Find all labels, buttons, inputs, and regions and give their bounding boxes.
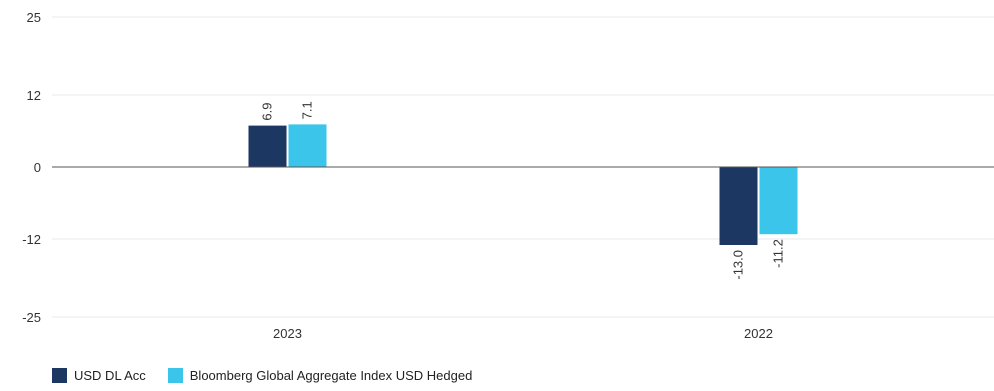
bars bbox=[248, 124, 798, 245]
bar-2022-series-2 bbox=[759, 167, 798, 235]
legend-label-series-2: Bloomberg Global Aggregate Index USD Hed… bbox=[189, 368, 473, 383]
legend-label-series-1: USD DL Acc bbox=[74, 368, 146, 383]
legend-item-series-1: USD DL Acc bbox=[52, 368, 146, 383]
x-tick-label: 2022 bbox=[744, 326, 773, 341]
x-tick-label: 2023 bbox=[273, 326, 302, 341]
y-tick-label: 0 bbox=[34, 160, 41, 175]
legend-swatch-series-1 bbox=[52, 368, 67, 383]
bar-2023-series-2 bbox=[288, 124, 327, 167]
bar-2023-series-1 bbox=[248, 125, 287, 167]
y-tick-label: -12 bbox=[22, 232, 41, 247]
data-label: 6.9 bbox=[260, 103, 275, 121]
data-labels: 6.9 7.1 -13.0 -11.2 bbox=[260, 101, 786, 279]
bar-2022-series-1 bbox=[719, 167, 758, 245]
y-tick-label: 25 bbox=[27, 10, 41, 25]
data-label: 7.1 bbox=[300, 101, 315, 119]
y-tick-label: 12 bbox=[27, 88, 41, 103]
y-tick-label: -25 bbox=[22, 310, 41, 325]
x-axis-tick-labels: 2023 2022 bbox=[273, 326, 773, 341]
gridlines bbox=[52, 16, 994, 318]
legend: USD DL Acc Bloomberg Global Aggregate In… bbox=[52, 368, 494, 383]
legend-swatch-series-2 bbox=[167, 368, 183, 383]
y-axis-tick-labels: 25 12 0 -12 -25 bbox=[22, 10, 41, 325]
legend-item-series-2: Bloomberg Global Aggregate Index USD Hed… bbox=[167, 368, 473, 383]
data-label: -11.2 bbox=[771, 239, 786, 268]
data-label: -13.0 bbox=[731, 250, 746, 280]
